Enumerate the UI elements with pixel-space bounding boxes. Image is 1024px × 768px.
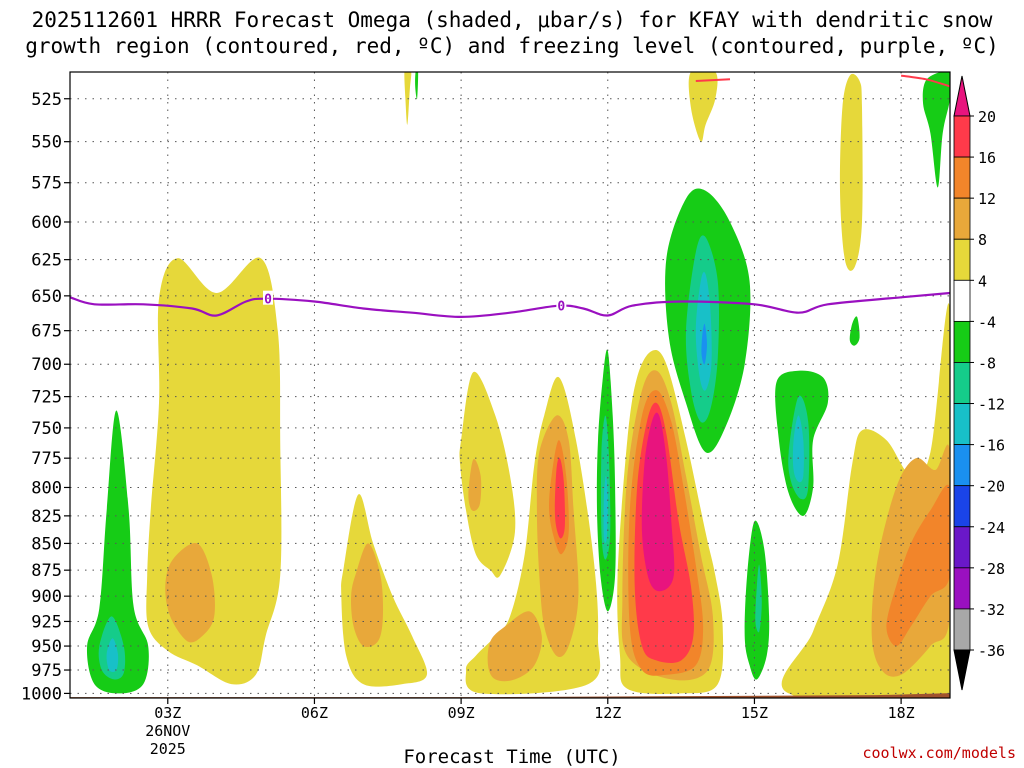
colorbar-bin-10 xyxy=(953,526,971,569)
freezing-label-bg-0 xyxy=(263,290,273,305)
omega-region-5-1 xyxy=(415,72,419,100)
omega-region-7-0 xyxy=(106,638,119,673)
x-tick-label-12Z: 12Z xyxy=(594,704,621,722)
y-tick-label-900: 900 xyxy=(31,587,62,607)
colorbar: 20 16 12 8 4 -4 -8 -12 -16 -20 -24 -28 -32 -36 xyxy=(953,75,1005,691)
dendritic-zone-line-1 xyxy=(900,74,950,88)
omega-region-5-7 xyxy=(922,72,950,188)
colorbar-label-4: 4 xyxy=(978,272,987,290)
freezing-label-bg-1 xyxy=(556,297,567,312)
dendritic-zone-line-0 xyxy=(695,78,731,82)
freezing-level-label: 0 xyxy=(557,300,565,315)
y-tick-label-550: 550 xyxy=(31,133,62,153)
omega-region-0-2 xyxy=(688,72,718,143)
colorbar-bin-7 xyxy=(953,403,971,446)
omega-region-5-6 xyxy=(849,316,860,346)
colorbar-label-5: -4 xyxy=(978,313,996,331)
colorbar-bin-2 xyxy=(953,197,971,240)
colorbar-top-arrow xyxy=(953,75,971,117)
colorbar-label-6: -8 xyxy=(978,354,996,372)
colorbar-label-10: -24 xyxy=(978,519,1005,537)
y-tick-label-650: 650 xyxy=(31,287,62,307)
colorbar-label-3: 8 xyxy=(978,231,987,249)
y-tick-label-975: 975 xyxy=(31,661,62,681)
x-year-label: 2025 xyxy=(150,740,186,758)
colorbar-label-13: -36 xyxy=(978,642,1005,660)
colorbar-label-11: -28 xyxy=(978,560,1005,578)
colorbar-label-9: -20 xyxy=(978,478,1005,496)
colorbar-bin-8 xyxy=(953,444,971,487)
colorbar-bin-11 xyxy=(953,567,971,610)
y-tick-label-875: 875 xyxy=(31,561,62,581)
colorbar-label-12: -32 xyxy=(978,601,1005,619)
colorbar-label-1: 16 xyxy=(978,149,996,167)
omega-region-0-3 xyxy=(839,73,863,271)
colorbar-bin-6 xyxy=(953,362,971,404)
terrain-strip xyxy=(70,693,950,698)
y-tick-label-600: 600 xyxy=(31,213,62,233)
y-tick-label-850: 850 xyxy=(31,534,62,554)
y-axis: 525 550 575 600 625 650 675 700 725 750 775 800 825 8… xyxy=(21,90,70,704)
omega-region-1-3 xyxy=(487,611,542,682)
y-tick-label-950: 950 xyxy=(31,637,62,657)
omega-region-8-0 xyxy=(701,323,707,365)
omega-region-7-1 xyxy=(603,475,608,543)
colorbar-bin-9 xyxy=(953,485,971,528)
x-tick-label-09Z: 09Z xyxy=(448,704,475,722)
omega-shading-layer xyxy=(86,72,950,698)
colorbar-bin-3 xyxy=(953,238,971,281)
omega-region-0-5 xyxy=(459,371,516,578)
y-tick-label-1000: 1000 xyxy=(21,684,62,704)
y-tick-label-575: 575 xyxy=(31,174,62,194)
colorbar-label-0: 20 xyxy=(978,108,996,126)
x-date-label: 26NOV xyxy=(145,722,190,740)
colorbar-bottom-arrow xyxy=(953,649,971,691)
y-tick-label-800: 800 xyxy=(31,478,62,498)
omega-region-4-0 xyxy=(641,412,675,592)
omega-region-1-2 xyxy=(468,458,482,512)
colorbar-label-8: -16 xyxy=(978,437,1005,455)
chart-title-line2: growth region (contoured, red, ºC) and f… xyxy=(25,34,999,58)
omega-region-1-0 xyxy=(165,543,215,643)
plot-frame xyxy=(69,71,951,699)
omega-region-5-0 xyxy=(86,410,149,694)
colorbar-bin-0 xyxy=(953,115,971,158)
credit-link[interactable]: coolwx.com/models xyxy=(862,744,1016,762)
colorbar-bin-5 xyxy=(953,320,971,363)
freezing-level-line xyxy=(70,291,950,319)
omega-region-2-2 xyxy=(886,484,950,647)
x-tick-label-18Z: 18Z xyxy=(888,704,915,722)
colorbar-label-7: -12 xyxy=(978,396,1005,414)
y-tick-label-750: 750 xyxy=(31,419,62,439)
colorbar-bin-4 xyxy=(953,279,971,322)
x-tick-label-15Z: 15Z xyxy=(741,704,768,722)
terrain-layer xyxy=(70,693,950,698)
colorbar-label-2: 12 xyxy=(978,190,996,208)
freezing-level-label: 0 xyxy=(264,293,272,308)
omega-region-3-0 xyxy=(554,457,566,539)
y-tick-label-700: 700 xyxy=(31,355,62,375)
colorbar-bin-12 xyxy=(953,608,971,651)
y-tick-label-825: 825 xyxy=(31,507,62,527)
y-tick-label-925: 925 xyxy=(31,612,62,632)
x-axis-title: Forecast Time (UTC) xyxy=(403,746,621,768)
omega-region-1-1 xyxy=(351,543,384,648)
chart-title-line1: 2025112601 HRRR Forecast Omega (shaded, … xyxy=(31,8,993,32)
omega-region-7-3 xyxy=(792,415,804,483)
omega-region-0-0 xyxy=(146,257,282,685)
y-tick-label-675: 675 xyxy=(31,322,62,342)
y-tick-label-625: 625 xyxy=(31,251,62,271)
y-tick-label-725: 725 xyxy=(31,388,62,408)
x-tick-label-06Z: 06Z xyxy=(301,704,328,722)
x-tick-label-03Z: 03Z xyxy=(154,704,181,722)
omega-region-6-3 xyxy=(755,564,762,633)
colorbar-bin-1 xyxy=(953,156,971,199)
y-tick-label-525: 525 xyxy=(31,90,62,110)
y-tick-label-775: 775 xyxy=(31,449,62,469)
